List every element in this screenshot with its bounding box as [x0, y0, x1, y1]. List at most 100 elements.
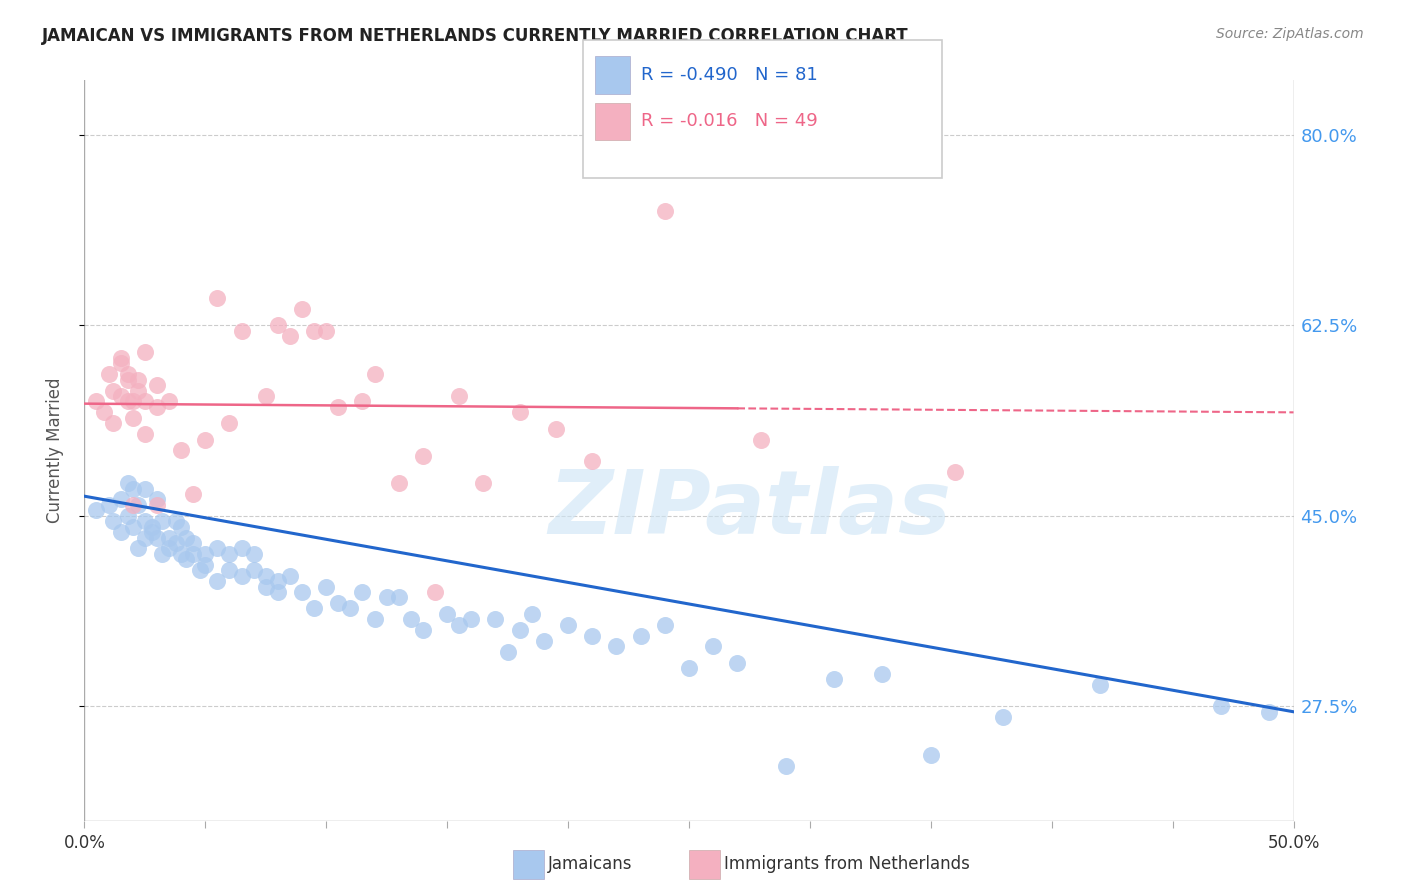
- Point: [399, 612, 422, 626]
- Point: [449, 617, 471, 632]
- Point: [291, 301, 314, 316]
- Point: [328, 400, 350, 414]
- Point: [231, 324, 253, 338]
- Point: [127, 498, 149, 512]
- Point: [157, 541, 180, 556]
- Point: [775, 759, 797, 773]
- Point: [412, 449, 434, 463]
- Point: [121, 410, 143, 425]
- Point: [993, 710, 1015, 724]
- Point: [943, 465, 966, 479]
- Point: [110, 389, 132, 403]
- Point: [146, 378, 169, 392]
- Text: R = -0.016   N = 49: R = -0.016 N = 49: [641, 112, 818, 130]
- Point: [134, 531, 156, 545]
- Point: [121, 394, 143, 409]
- Point: [134, 345, 156, 359]
- Point: [254, 389, 277, 403]
- Point: [218, 547, 240, 561]
- Point: [412, 623, 434, 637]
- Point: [207, 574, 229, 588]
- Point: [146, 400, 169, 414]
- Point: [375, 591, 398, 605]
- Point: [363, 368, 385, 382]
- Point: [520, 607, 543, 621]
- Point: [190, 563, 212, 577]
- Point: [328, 596, 350, 610]
- Point: [363, 612, 385, 626]
- Point: [117, 373, 139, 387]
- Text: Immigrants from Netherlands: Immigrants from Netherlands: [724, 855, 970, 873]
- Point: [110, 525, 132, 540]
- Point: [1088, 677, 1111, 691]
- Point: [484, 612, 506, 626]
- Point: [93, 405, 115, 419]
- Point: [207, 541, 229, 556]
- Point: [242, 547, 264, 561]
- Point: [165, 514, 187, 528]
- Point: [134, 482, 156, 496]
- Point: [170, 443, 193, 458]
- Point: [388, 476, 411, 491]
- Point: [103, 384, 125, 398]
- Point: [231, 541, 253, 556]
- Point: [291, 585, 314, 599]
- Point: [194, 547, 217, 561]
- Point: [146, 531, 169, 545]
- Point: [231, 568, 253, 582]
- Point: [751, 433, 773, 447]
- Point: [127, 541, 149, 556]
- Point: [702, 640, 724, 654]
- Point: [150, 514, 173, 528]
- Point: [121, 498, 143, 512]
- Point: [533, 634, 555, 648]
- Point: [110, 351, 132, 365]
- Text: ZIPatlas: ZIPatlas: [548, 467, 950, 553]
- Point: [157, 531, 180, 545]
- Point: [97, 498, 120, 512]
- Point: [121, 482, 143, 496]
- Point: [823, 672, 845, 686]
- Point: [1209, 699, 1232, 714]
- Point: [267, 574, 290, 588]
- Point: [174, 552, 197, 566]
- Point: [872, 666, 894, 681]
- Point: [121, 519, 143, 533]
- Point: [630, 629, 652, 643]
- Point: [127, 373, 149, 387]
- Point: [218, 416, 240, 430]
- Point: [181, 536, 204, 550]
- Point: [1258, 705, 1281, 719]
- Point: [117, 394, 139, 409]
- Point: [242, 563, 264, 577]
- Point: [654, 203, 676, 218]
- Point: [678, 661, 700, 675]
- Point: [134, 514, 156, 528]
- Text: Source: ZipAtlas.com: Source: ZipAtlas.com: [1216, 27, 1364, 41]
- Point: [254, 568, 277, 582]
- Point: [509, 405, 531, 419]
- Point: [165, 536, 187, 550]
- Point: [170, 547, 193, 561]
- Point: [423, 585, 446, 599]
- Point: [352, 394, 374, 409]
- Point: [134, 394, 156, 409]
- Point: [581, 454, 603, 468]
- Y-axis label: Currently Married: Currently Married: [45, 377, 63, 524]
- Point: [181, 487, 204, 501]
- Point: [339, 601, 361, 615]
- Point: [544, 422, 567, 436]
- Point: [194, 558, 217, 572]
- Text: Jamaicans: Jamaicans: [548, 855, 633, 873]
- Point: [174, 531, 197, 545]
- Point: [352, 585, 374, 599]
- Point: [654, 617, 676, 632]
- Point: [302, 601, 325, 615]
- Point: [496, 645, 519, 659]
- Point: [267, 318, 290, 333]
- Point: [472, 476, 495, 491]
- Point: [86, 394, 108, 409]
- Point: [110, 492, 132, 507]
- Point: [207, 291, 229, 305]
- Point: [605, 640, 627, 654]
